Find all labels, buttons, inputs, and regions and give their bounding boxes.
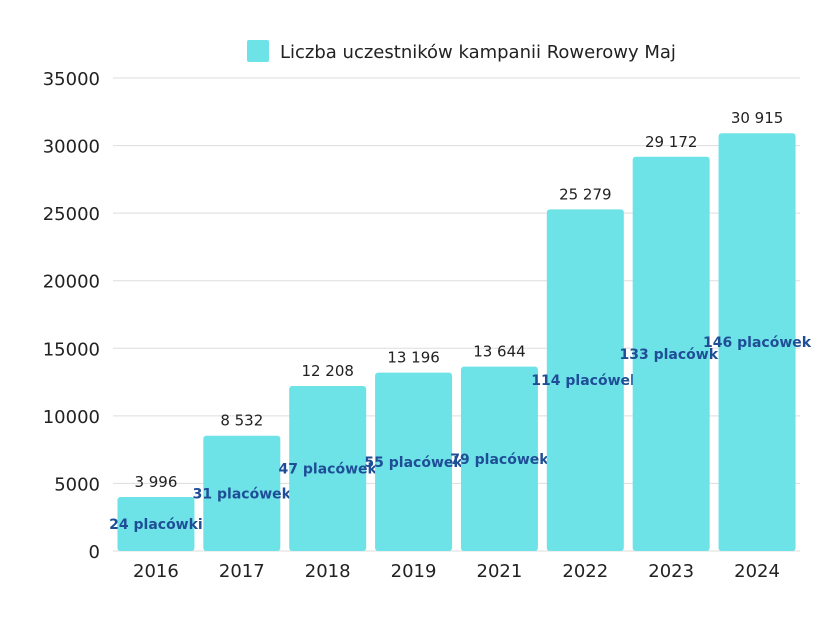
y-tick-label: 10000 bbox=[43, 407, 100, 428]
inner-label: 55 placówek bbox=[364, 455, 463, 471]
inner-label: 24 placówki bbox=[109, 517, 203, 533]
legend-swatch bbox=[247, 40, 269, 62]
data-label: 13 196 bbox=[387, 349, 440, 367]
y-tick-label: 20000 bbox=[43, 272, 100, 293]
legend-label: Liczba uczestników kampanii Rowerowy Maj bbox=[280, 42, 676, 63]
bar bbox=[632, 156, 710, 551]
data-label: 3 996 bbox=[134, 473, 177, 491]
legend: Liczba uczestników kampanii Rowerowy Maj bbox=[247, 40, 676, 63]
x-tick-label: 2021 bbox=[477, 561, 523, 582]
bar bbox=[460, 366, 538, 551]
x-tick-label: 2023 bbox=[648, 561, 694, 582]
y-tick-label: 15000 bbox=[43, 339, 100, 360]
x-tick-label: 2019 bbox=[391, 561, 437, 582]
inner-label: 47 placówek bbox=[279, 462, 378, 478]
inner-label: 146 placówek bbox=[703, 335, 812, 351]
x-tick-label: 2016 bbox=[133, 561, 179, 582]
y-tick-label: 5000 bbox=[54, 474, 100, 495]
inner-label: 133 placówki bbox=[620, 347, 723, 363]
inner-label: 114 placówek bbox=[531, 373, 640, 389]
bar bbox=[289, 386, 367, 551]
bars: 3 996 24 placówki 8 532 31 placówek 12 208 47… bbox=[109, 109, 812, 551]
y-axis-tick-labels: 0 5000 10000 15000 20000 25000 30000 35000 bbox=[43, 69, 100, 563]
data-label: 12 208 bbox=[301, 362, 354, 380]
bar bbox=[117, 496, 195, 551]
bar bbox=[546, 209, 624, 551]
x-axis-tick-labels: 2016 2017 2018 2019 2021 2022 2023 2024 bbox=[133, 561, 780, 582]
bar bbox=[375, 372, 453, 551]
bar bbox=[203, 435, 281, 551]
y-tick-label: 0 bbox=[89, 542, 100, 563]
inner-label: 79 placówek bbox=[450, 452, 549, 468]
y-tick-label: 35000 bbox=[43, 69, 100, 90]
x-tick-label: 2022 bbox=[562, 561, 608, 582]
data-label: 13 644 bbox=[473, 343, 526, 361]
inner-label: 31 placówek bbox=[193, 486, 292, 502]
y-tick-label: 30000 bbox=[43, 137, 100, 158]
x-tick-label: 2017 bbox=[219, 561, 265, 582]
y-tick-label: 25000 bbox=[43, 204, 100, 225]
x-tick-label: 2024 bbox=[734, 561, 780, 582]
data-label: 29 172 bbox=[645, 133, 698, 151]
data-label: 25 279 bbox=[559, 185, 612, 203]
data-label: 30 915 bbox=[731, 109, 784, 127]
x-tick-label: 2018 bbox=[305, 561, 351, 582]
bar bbox=[718, 133, 796, 551]
data-label: 8 532 bbox=[220, 412, 263, 430]
